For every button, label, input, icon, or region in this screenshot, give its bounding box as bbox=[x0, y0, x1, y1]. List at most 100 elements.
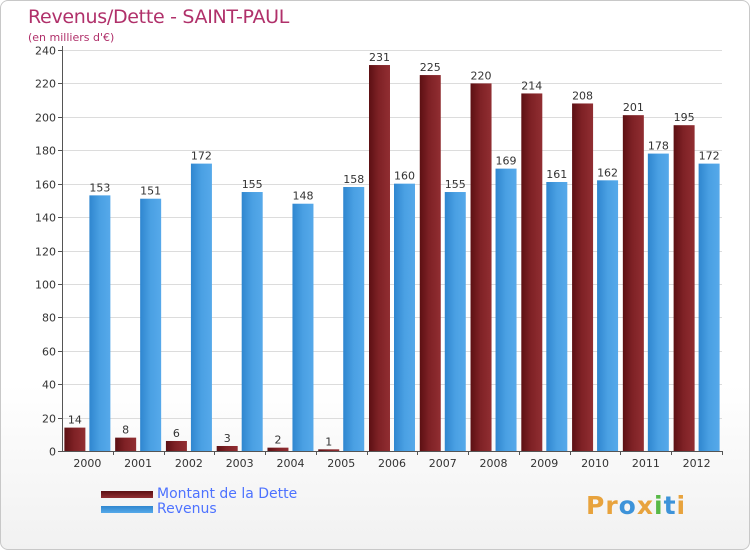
y-tick-label: 200 bbox=[35, 112, 56, 125]
data-label-dette-2001: 8 bbox=[122, 424, 129, 437]
data-label-revenus-2005: 158 bbox=[343, 173, 364, 186]
data-label-dette-2002: 6 bbox=[173, 427, 180, 440]
legend-swatch-revenus bbox=[101, 506, 153, 513]
x-tick-label-2008: 2008 bbox=[480, 457, 508, 470]
y-tick-label: 60 bbox=[42, 346, 56, 359]
bar-revenus-2007 bbox=[444, 192, 466, 452]
bar-revenus-2000 bbox=[89, 195, 111, 451]
data-label-revenus-2000: 153 bbox=[89, 181, 110, 194]
data-label-dette-2000: 14 bbox=[68, 414, 82, 427]
logo-letter: i bbox=[654, 491, 664, 520]
data-label-revenus-2011: 178 bbox=[648, 140, 669, 153]
data-label-revenus-2004: 148 bbox=[292, 190, 313, 203]
bar-dette-2002 bbox=[165, 440, 187, 451]
bar-dette-2010 bbox=[572, 103, 594, 451]
legend-label-revenus: Revenus bbox=[157, 501, 217, 517]
logo-letter: o bbox=[618, 491, 637, 520]
data-label-dette-2006: 231 bbox=[369, 51, 390, 64]
bar-dette-2009 bbox=[521, 93, 543, 452]
axes: 0 20 40 60 80 100 120 140 160 180 200 220 240 2000 200… bbox=[35, 45, 723, 470]
y-tick-label: 140 bbox=[35, 212, 56, 225]
bar-revenus-2008 bbox=[495, 168, 517, 452]
x-tick-label-2011: 2011 bbox=[632, 457, 660, 470]
logo-letter: i bbox=[676, 491, 687, 520]
x-tick-label-2007: 2007 bbox=[429, 457, 457, 470]
bar-dette-2012 bbox=[673, 125, 695, 451]
proxiti-logo: Proxiti bbox=[586, 491, 686, 520]
legend-swatch-dette bbox=[101, 491, 153, 498]
data-label-revenus-2001: 151 bbox=[140, 185, 161, 198]
bar-revenus-2009 bbox=[546, 181, 568, 451]
y-tick-label: 100 bbox=[35, 279, 56, 292]
y-tick-label: 80 bbox=[42, 312, 56, 325]
data-label-revenus-2012: 172 bbox=[699, 150, 720, 163]
data-label-dette-2004: 2 bbox=[274, 434, 281, 447]
data-label-revenus-2006: 160 bbox=[394, 170, 415, 183]
bar-revenus-2011 bbox=[647, 153, 669, 451]
data-label-dette-2009: 214 bbox=[521, 79, 542, 92]
bar-dette-2000 bbox=[64, 427, 86, 451]
bar-dette-2008 bbox=[470, 83, 492, 452]
bar-revenus-2003 bbox=[241, 192, 263, 452]
data-label-revenus-2002: 172 bbox=[191, 150, 212, 163]
bar-dette-2007 bbox=[419, 75, 441, 451]
logo-letter: t bbox=[663, 491, 677, 520]
data-labels: 14 153 8 151 6 172 3 155 2 148 1 158 231 160 225 155 220… bbox=[68, 51, 720, 448]
data-label-dette-2008: 220 bbox=[471, 69, 492, 82]
bar-dette-2001 bbox=[115, 437, 137, 451]
data-label-revenus-2008: 169 bbox=[496, 155, 517, 168]
data-label-dette-2010: 208 bbox=[572, 89, 593, 102]
data-label-revenus-2010: 162 bbox=[597, 166, 618, 179]
bar-revenus-2001 bbox=[140, 198, 162, 451]
chart-title: Revenus/Dette - SAINT-PAUL bbox=[28, 6, 290, 28]
logo-letter: x bbox=[636, 491, 654, 520]
bar-revenus-2006 bbox=[394, 183, 415, 451]
data-label-dette-2012: 195 bbox=[674, 111, 695, 124]
logo-letter: P bbox=[586, 491, 606, 520]
y-tick-label: 120 bbox=[35, 246, 56, 259]
x-tick-label-2003: 2003 bbox=[226, 457, 254, 470]
bar-dette-2003 bbox=[216, 445, 238, 451]
y-tick-label: 240 bbox=[35, 45, 56, 58]
y-tick-label: 20 bbox=[42, 413, 56, 426]
y-tick-label: 160 bbox=[35, 179, 56, 192]
x-tick-label-2009: 2009 bbox=[530, 457, 558, 470]
legend-label-dette: Montant de la Dette bbox=[157, 486, 298, 502]
x-tick-label-2012: 2012 bbox=[683, 457, 711, 470]
data-label-revenus-2007: 155 bbox=[445, 178, 466, 191]
bar-dette-2004 bbox=[267, 447, 289, 451]
data-label-revenus-2003: 155 bbox=[242, 178, 263, 191]
x-tick-label-2006: 2006 bbox=[378, 457, 406, 470]
bar-revenus-2010 bbox=[597, 180, 619, 451]
bar-dette-2006 bbox=[369, 65, 390, 451]
y-tick-label: 220 bbox=[35, 78, 56, 91]
legend: Montant de la Dette Revenus bbox=[101, 487, 297, 517]
data-label-dette-2003: 3 bbox=[224, 432, 231, 445]
x-tick-label-2010: 2010 bbox=[581, 457, 609, 470]
y-tick-label: 180 bbox=[35, 145, 56, 158]
y-tick-label: 0 bbox=[49, 446, 56, 459]
legend-item-revenus: Revenus bbox=[101, 502, 297, 517]
data-label-dette-2005: 1 bbox=[325, 435, 332, 448]
data-label-revenus-2009: 161 bbox=[546, 168, 567, 181]
logo-letter: r bbox=[605, 491, 619, 520]
data-label-dette-2007: 225 bbox=[420, 61, 441, 74]
bars bbox=[64, 65, 720, 452]
bar-revenus-2004 bbox=[292, 203, 314, 451]
bar-revenus-2005 bbox=[343, 187, 365, 451]
bar-dette-2005 bbox=[318, 449, 340, 451]
x-tick-label-2001: 2001 bbox=[124, 457, 152, 470]
chart-subtitle: (en milliers d'€) bbox=[28, 31, 115, 44]
y-tick-label: 40 bbox=[42, 379, 56, 392]
x-tick-label-2005: 2005 bbox=[327, 457, 355, 470]
x-tick-label-2002: 2002 bbox=[175, 457, 203, 470]
bar-dette-2011 bbox=[622, 115, 644, 451]
data-label-dette-2011: 201 bbox=[623, 101, 644, 114]
x-tick-label-2004: 2004 bbox=[276, 457, 304, 470]
bar-revenus-2012 bbox=[698, 163, 720, 451]
legend-item-dette: Montant de la Dette bbox=[101, 487, 297, 502]
x-tick-label-2000: 2000 bbox=[73, 457, 101, 470]
bar-revenus-2002 bbox=[190, 163, 212, 451]
